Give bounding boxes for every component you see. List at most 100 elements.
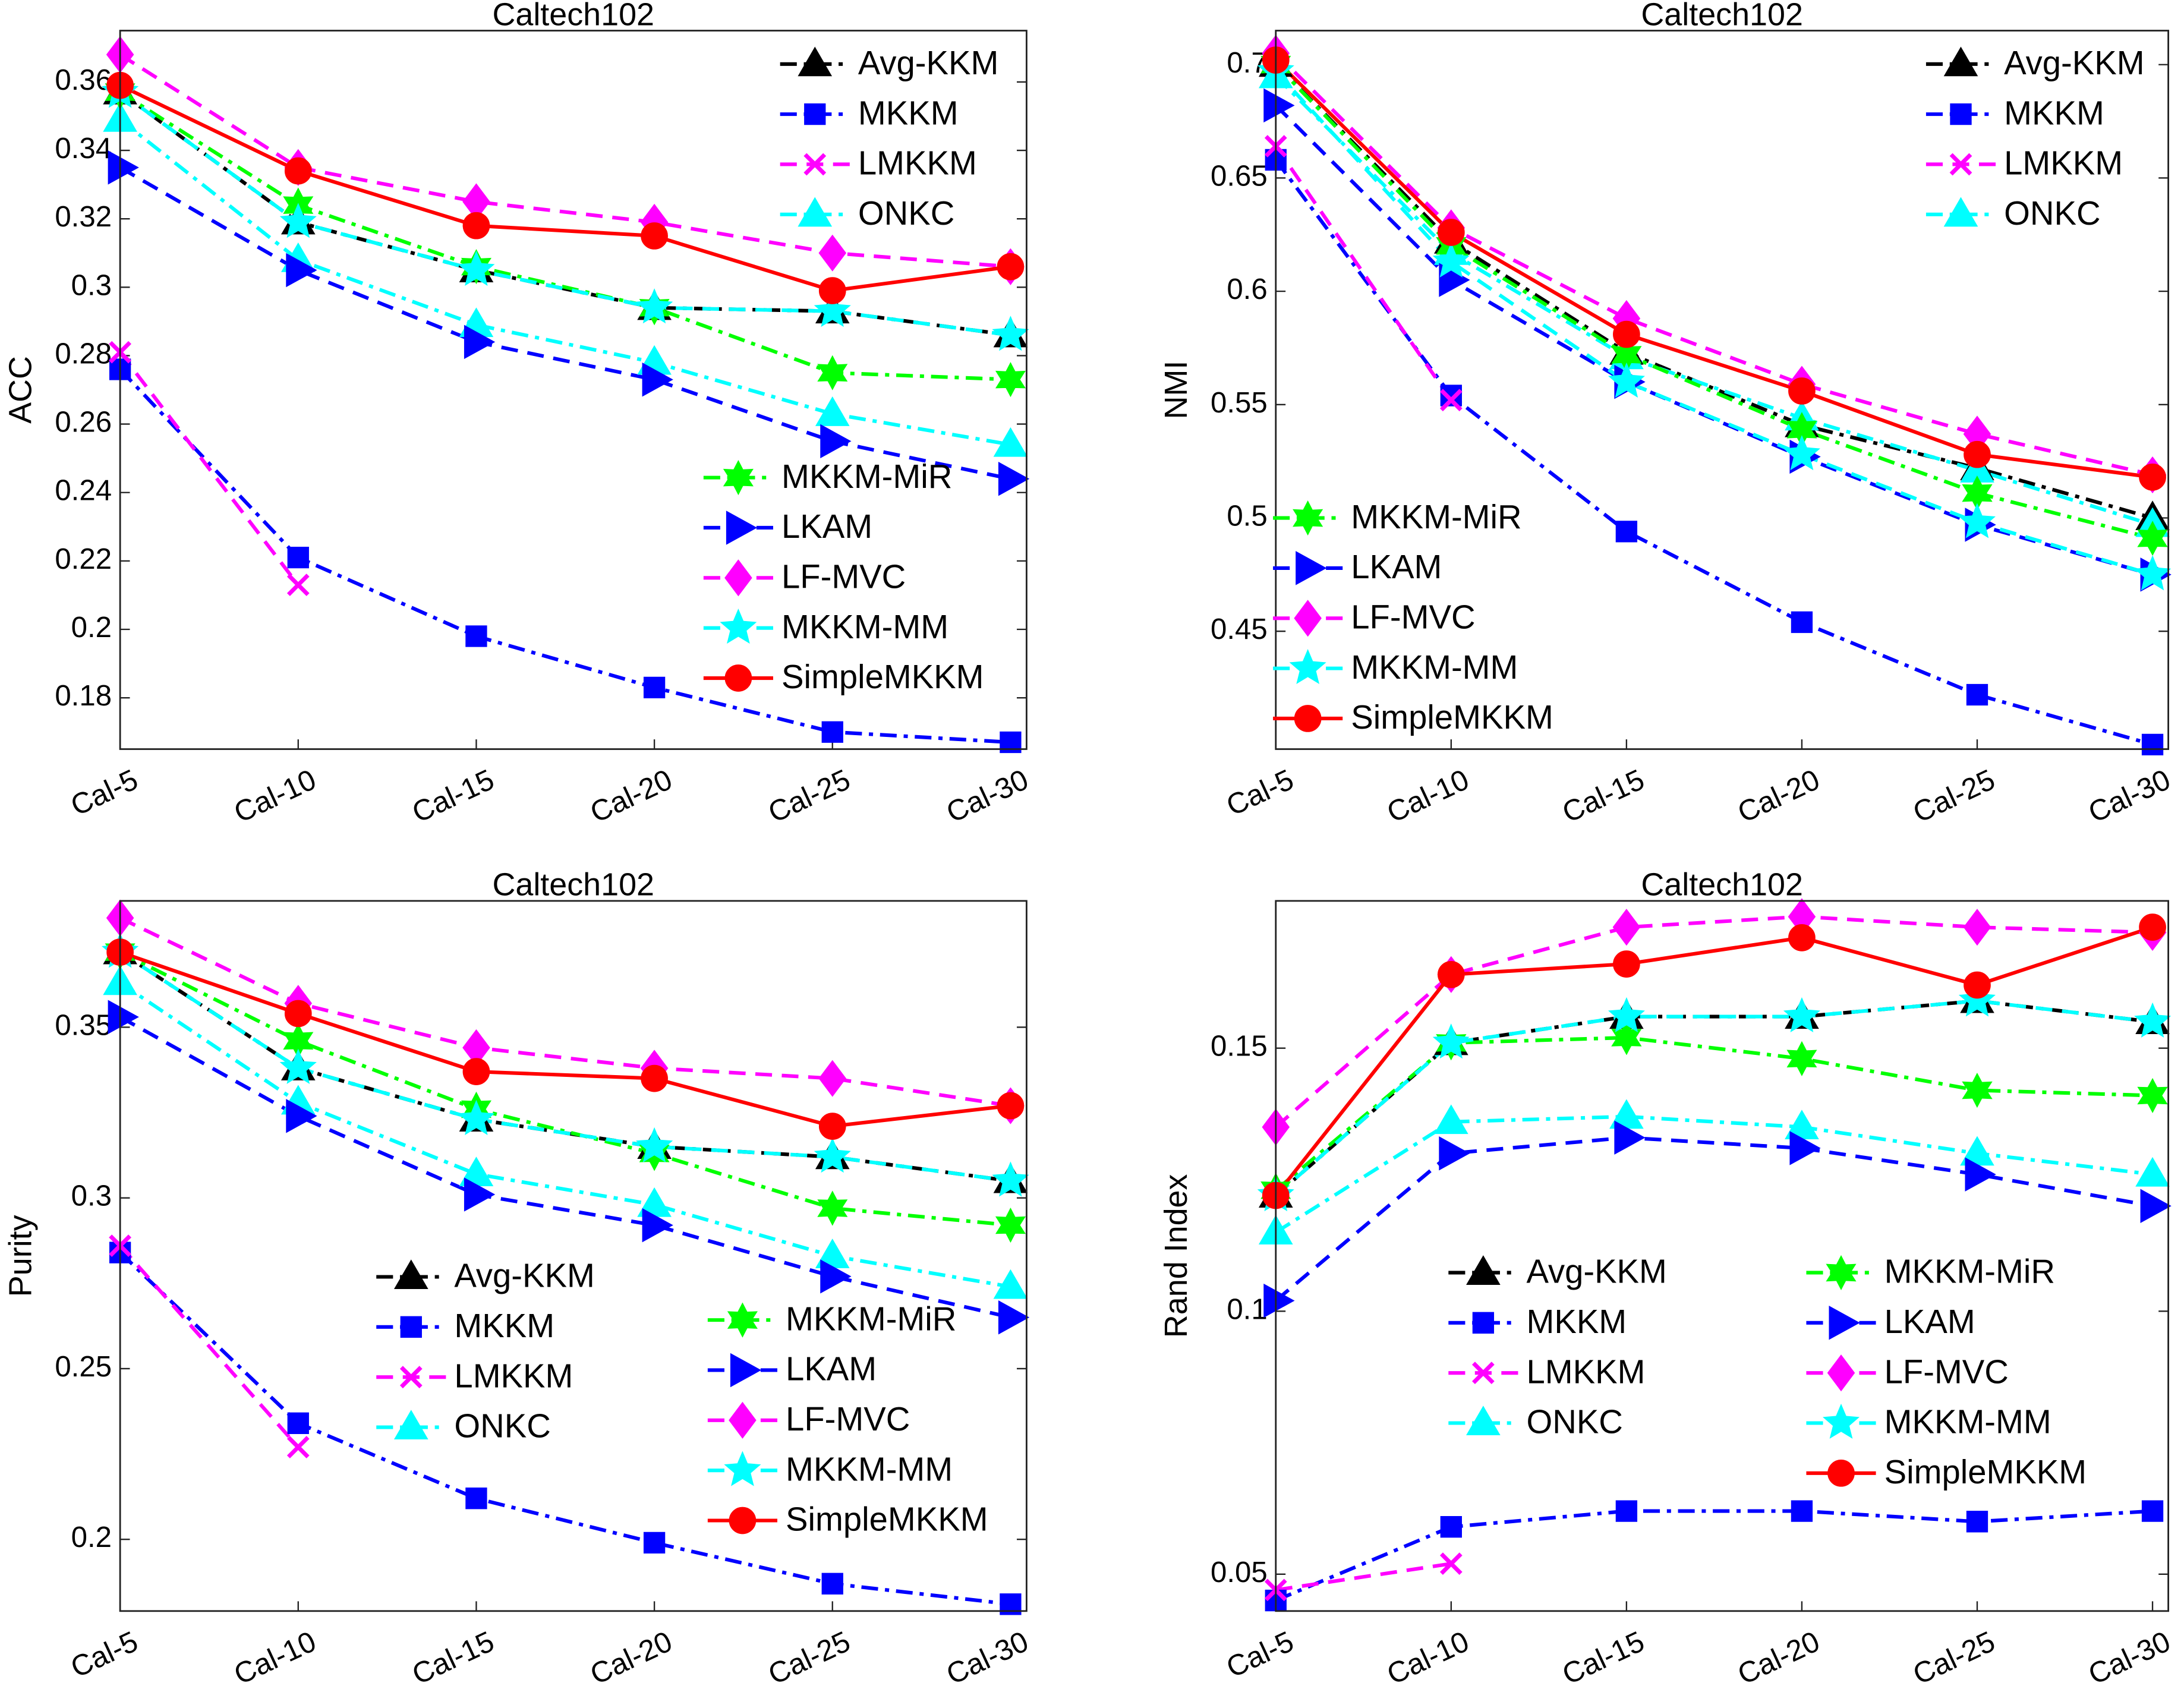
plot-area: [120, 30, 1027, 749]
y-tick-label: 0.22: [55, 543, 112, 575]
marker: [798, 197, 833, 227]
marker: [1966, 1511, 1988, 1533]
marker: [997, 253, 1025, 281]
marker: [1608, 997, 1645, 1033]
marker: [2134, 1002, 2172, 1038]
legend-label: Avg-KKM: [2004, 44, 2144, 81]
x-tick-label: Cal-15: [407, 1625, 499, 1689]
marker: [1613, 950, 1640, 978]
marker: [1966, 683, 1988, 706]
y-tick-label: 0.3: [71, 269, 112, 301]
x-tick-label: Cal-20: [1733, 1625, 1825, 1689]
marker: [393, 1259, 428, 1289]
x-tick-label: Cal-20: [1733, 763, 1825, 829]
marker: [998, 461, 1030, 496]
marker: [1294, 600, 1322, 637]
legend-label: LMKKM: [858, 144, 977, 182]
x-tick-label: Cal-5: [1221, 1625, 1299, 1684]
marker: [1949, 153, 1972, 176]
x-tick-label: Cal-30: [941, 1625, 1033, 1689]
marker: [1615, 521, 1638, 543]
marker: [1827, 1354, 1855, 1392]
legend-label: ONKC: [1527, 1403, 1623, 1441]
marker: [458, 1099, 495, 1135]
x-tick-label: Cal-20: [585, 1625, 677, 1689]
marker: [1440, 385, 1462, 407]
marker: [400, 1316, 422, 1338]
marker: [462, 212, 490, 240]
x-tick-label: Cal-15: [407, 763, 499, 829]
x-tick-label: Cal-25: [763, 1625, 855, 1689]
y-axis-label: ACC: [2, 356, 38, 424]
marker: [1440, 1516, 1462, 1538]
series-line: [119, 118, 1011, 447]
marker: [803, 153, 827, 176]
marker: [2141, 733, 2164, 756]
series-line: [119, 1015, 1011, 1319]
x-tick-label: Cal-30: [2084, 1625, 2176, 1689]
marker: [1615, 1500, 1638, 1522]
series-line: [1274, 999, 2153, 1197]
y-tick-label: 0.26: [55, 406, 112, 439]
y-tick-label: 0.6: [1227, 273, 1267, 305]
marker: [636, 1127, 673, 1162]
marker: [1439, 389, 1463, 412]
x-tick-label: Cal-20: [585, 763, 677, 829]
x-tick-label: Cal-25: [763, 763, 855, 829]
series-line: [119, 166, 1011, 481]
y-tick-label: 0.28: [55, 337, 112, 370]
series-line: [119, 916, 1011, 1108]
series-line: [1274, 915, 2153, 1129]
marker: [641, 1064, 668, 1092]
y-axis-label: Rand Index: [1158, 1174, 1194, 1338]
marker: [1829, 1306, 1860, 1340]
legend-label: LMKKM: [2004, 144, 2123, 182]
chart-title: Caltech102: [492, 0, 654, 32]
marker: [995, 1207, 1026, 1243]
marker: [729, 1401, 757, 1439]
x-tick-label: Cal-30: [941, 763, 1033, 829]
marker: [1289, 648, 1326, 685]
marker: [1789, 1131, 1821, 1165]
x-tick-label: Cal-10: [229, 1625, 321, 1689]
marker: [1950, 103, 1972, 125]
y-tick-label: 0.34: [55, 132, 112, 165]
y-tick-label: 0.05: [1211, 1556, 1268, 1589]
marker: [462, 1058, 490, 1085]
marker: [815, 396, 850, 426]
marker: [287, 1412, 309, 1434]
marker: [724, 559, 752, 597]
marker: [814, 1137, 851, 1173]
marker: [2140, 1189, 2172, 1224]
marker: [286, 1099, 317, 1133]
marker: [727, 1302, 758, 1338]
marker: [643, 676, 666, 699]
marker: [465, 1488, 487, 1510]
x-tick-label: Cal-25: [1908, 763, 2000, 829]
series-line: [118, 368, 1011, 745]
marker: [1000, 731, 1022, 754]
marker: [1614, 1120, 1646, 1155]
marker: [2134, 555, 2172, 591]
marker: [998, 1300, 1030, 1335]
marker: [1964, 971, 1991, 999]
marker: [1827, 1459, 1855, 1487]
legend-label: SimpleMKKM: [781, 658, 984, 695]
chart: Caltech102 Purity 0.2 0.25 0.3 0.35 Cal-5 Cal-1…: [2, 867, 1033, 1689]
marker: [1439, 1136, 1470, 1171]
marker: [636, 288, 673, 324]
marker: [1826, 1255, 1857, 1291]
marker: [995, 362, 1026, 398]
marker: [287, 546, 309, 569]
x-tick-label: Cal-10: [1382, 763, 1474, 829]
legend-label: MKKM-MiR: [1351, 498, 1521, 535]
marker: [1958, 503, 1996, 538]
marker: [1943, 46, 1978, 77]
marker: [820, 1259, 852, 1294]
marker: [1786, 1041, 1817, 1076]
marker: [2141, 1500, 2164, 1522]
marker: [642, 363, 673, 397]
